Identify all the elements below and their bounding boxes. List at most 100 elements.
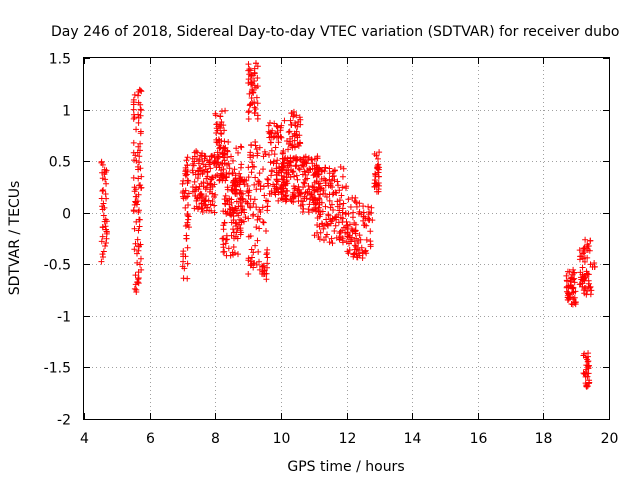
data-point (199, 150, 206, 157)
data-point (375, 169, 382, 176)
data-point (336, 207, 343, 214)
data-point (278, 185, 285, 192)
data-point (349, 214, 356, 221)
data-point (238, 161, 245, 168)
data-point (581, 254, 588, 261)
data-point (268, 147, 275, 154)
data-point (257, 208, 264, 215)
y-tick-label: -0.5 (44, 258, 71, 274)
data-point (251, 181, 258, 188)
y-tick-label: -2 (57, 413, 71, 429)
data-point (103, 167, 110, 174)
data-point (316, 236, 323, 243)
data-point (274, 129, 281, 136)
data-point (356, 252, 363, 259)
data-point (257, 182, 264, 189)
data-point (297, 190, 304, 197)
data-point (571, 275, 578, 282)
data-point (255, 213, 262, 220)
data-point (136, 216, 143, 223)
data-point (241, 209, 248, 216)
data-point (184, 154, 191, 161)
data-point (102, 216, 109, 223)
data-point (306, 186, 313, 193)
data-point (348, 234, 355, 241)
data-point (586, 377, 593, 384)
data-point (249, 163, 256, 170)
data-point (296, 139, 303, 146)
data-point (329, 215, 336, 222)
data-point (332, 222, 339, 229)
data-point (103, 180, 110, 187)
data-point (182, 204, 189, 211)
data-point (254, 83, 261, 90)
data-point (102, 176, 109, 183)
data-point (293, 132, 300, 139)
data-point (292, 163, 299, 170)
data-point (246, 66, 253, 73)
data-point (98, 159, 105, 166)
data-point (233, 219, 240, 226)
data-point (136, 159, 143, 166)
data-point (265, 182, 272, 189)
data-point (336, 234, 343, 241)
data-point (245, 67, 252, 74)
data-point (356, 232, 363, 239)
data-point (248, 254, 255, 261)
data-point (247, 79, 254, 86)
data-point (242, 214, 249, 221)
data-point (328, 235, 335, 242)
data-point (221, 157, 228, 164)
data-point (374, 155, 381, 162)
data-point (132, 186, 139, 193)
data-point (131, 91, 138, 98)
data-point (134, 279, 141, 286)
data-point (285, 166, 292, 173)
data-point (138, 184, 145, 191)
data-point (179, 180, 186, 187)
data-point (354, 245, 361, 252)
data-point (292, 120, 299, 127)
data-point (245, 255, 252, 262)
data-point (211, 152, 218, 159)
data-point (235, 212, 242, 219)
data-point (270, 158, 277, 165)
data-point (226, 171, 233, 178)
data-point (238, 144, 245, 151)
data-point (194, 195, 201, 202)
data-point (299, 158, 306, 165)
data-point (220, 144, 227, 151)
data-point (268, 172, 275, 179)
data-point (313, 178, 320, 185)
data-point (288, 122, 295, 129)
data-point (291, 137, 298, 144)
data-point (581, 244, 588, 251)
data-point (286, 162, 293, 169)
data-point (322, 182, 329, 189)
data-point (251, 69, 258, 76)
data-point (300, 179, 307, 186)
data-point (327, 220, 334, 227)
data-point (263, 249, 270, 256)
data-point (237, 173, 244, 180)
data-point (209, 198, 216, 205)
data-point (233, 145, 240, 152)
data-point (183, 157, 190, 164)
data-point (247, 232, 254, 239)
x-tick-label: 8 (211, 431, 220, 447)
data-point (325, 211, 332, 218)
data-point (251, 99, 258, 106)
data-point (223, 236, 230, 243)
data-point (212, 110, 219, 117)
data-point (102, 223, 109, 230)
data-point (295, 142, 302, 149)
data-point (138, 88, 145, 95)
data-point (333, 213, 340, 220)
data-point (99, 206, 106, 213)
data-point (312, 170, 319, 177)
data-point (308, 156, 315, 163)
data-point (306, 201, 313, 208)
data-point (315, 195, 322, 202)
data-point (584, 383, 591, 390)
data-point (130, 207, 137, 214)
